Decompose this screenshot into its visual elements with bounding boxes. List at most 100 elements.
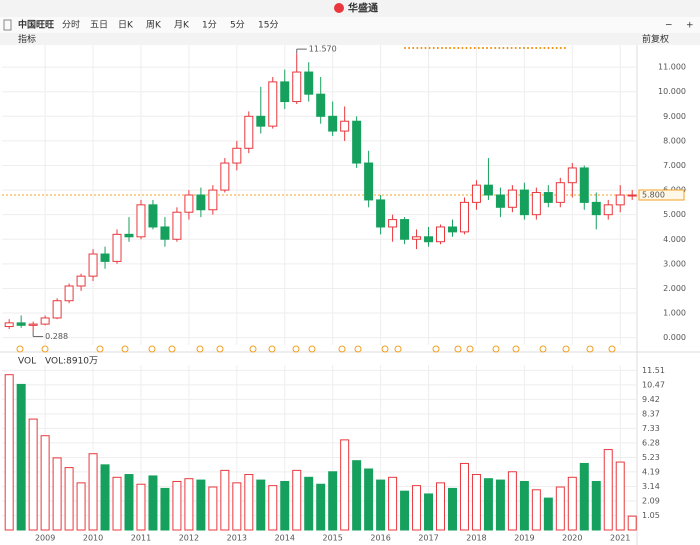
candle-body	[615, 194, 625, 206]
event-icon[interactable]	[96, 345, 104, 353]
volume-bar	[172, 480, 182, 531]
volume-bar	[495, 479, 505, 531]
volume-bar	[483, 478, 493, 531]
candle-body	[16, 322, 26, 326]
period-tab[interactable]: 周K	[146, 20, 162, 31]
event-icon[interactable]	[292, 345, 300, 353]
y-tick-label: 3.000	[663, 259, 686, 268]
candle-body	[567, 167, 577, 184]
candle-body	[471, 184, 481, 203]
event-icon[interactable]	[41, 345, 49, 353]
candle-body	[172, 211, 182, 240]
event-icon[interactable]	[512, 345, 520, 353]
event-icon[interactable]	[562, 345, 570, 353]
event-icon[interactable]	[492, 345, 500, 353]
candle-body	[268, 81, 278, 127]
y-tick-label: 6.28	[642, 438, 660, 447]
x-tick-label: 2015	[322, 534, 342, 543]
volume-bar	[316, 483, 326, 531]
volume-bar	[268, 485, 278, 531]
volume-bar	[292, 469, 302, 531]
logo-icon	[334, 3, 344, 13]
event-dot	[490, 47, 493, 49]
event-icon[interactable]	[308, 345, 316, 353]
event-icon[interactable]	[196, 345, 204, 353]
event-icon[interactable]	[121, 345, 129, 353]
volume-bar	[52, 457, 62, 531]
event-icon[interactable]	[454, 345, 462, 353]
candle-body	[148, 204, 158, 228]
period-tab[interactable]: 五日	[90, 20, 108, 31]
last-price-box	[638, 189, 685, 201]
event-icon[interactable]	[338, 345, 346, 353]
event-icon[interactable]	[466, 345, 474, 353]
indicator[interactable]: 指标	[18, 33, 36, 45]
y-tick-label: 9.000	[663, 112, 686, 121]
adjust[interactable]: 前复权	[642, 33, 669, 45]
x-tick-label: 2021	[610, 534, 630, 543]
y-tick-label: 7.000	[663, 161, 686, 170]
volume-bar	[40, 435, 50, 531]
candle-body	[340, 120, 350, 132]
event-icon[interactable]	[608, 345, 616, 353]
event-icon[interactable]	[268, 345, 276, 353]
event-dot	[428, 47, 431, 49]
event-icon[interactable]	[586, 345, 594, 353]
event-dot	[543, 47, 546, 49]
candle-body	[591, 201, 601, 216]
volume-bar	[4, 374, 14, 531]
event-icon[interactable]	[16, 345, 24, 353]
collapse[interactable]: −	[665, 21, 673, 31]
candle-body	[208, 189, 218, 211]
volume-bar	[543, 497, 553, 531]
x-tick-label: 2011	[131, 534, 151, 543]
event-dot	[506, 47, 509, 49]
volume-bar	[328, 471, 338, 531]
volume-subtitle: VOL:8910万	[45, 357, 98, 367]
event-icon[interactable]	[354, 345, 362, 353]
period-tab[interactable]: 分时	[62, 19, 80, 31]
candle-body	[52, 300, 62, 319]
event-dot	[457, 47, 460, 49]
sidebar-toggle[interactable]	[3, 19, 12, 31]
event-dot	[527, 47, 529, 49]
event-icon[interactable]	[249, 345, 257, 353]
volume-bar	[459, 462, 469, 531]
volume-bar	[447, 487, 457, 531]
volume-bar	[124, 474, 134, 531]
y-tick-label: 8.000	[663, 136, 686, 145]
volume-bar	[220, 469, 230, 531]
volume-bar	[615, 461, 625, 531]
event-icon[interactable]	[394, 345, 402, 353]
event-icon[interactable]	[432, 345, 440, 353]
candle-body	[28, 323, 38, 326]
expand[interactable]: +	[686, 21, 694, 31]
volume-bar	[28, 418, 38, 531]
candle-body	[196, 194, 206, 211]
y-tick-label: 1.000	[663, 309, 686, 318]
y-tick-label: 7.33	[642, 424, 660, 433]
event-icon[interactable]	[148, 345, 156, 353]
period-tab[interactable]: 月K	[174, 20, 190, 31]
volume-bar	[208, 486, 218, 531]
candle-body	[483, 184, 493, 196]
event-icon[interactable]	[216, 345, 224, 353]
period-tab[interactable]: 15分	[258, 20, 278, 31]
event-icon[interactable]	[381, 345, 389, 353]
event-dot	[514, 47, 517, 49]
candle-body	[627, 194, 637, 197]
logo: 华盛通	[348, 2, 378, 15]
event-dot	[535, 47, 538, 49]
candle-body	[436, 226, 446, 243]
period-tab[interactable]: 1分	[202, 20, 217, 31]
event-dot	[498, 47, 501, 49]
event-icon[interactable]	[539, 345, 547, 353]
candle-body	[495, 194, 505, 208]
volume-bar	[519, 480, 529, 531]
tab-bar	[0, 17, 700, 33]
candle-body	[459, 201, 469, 233]
period-tab[interactable]: 日K	[118, 20, 134, 31]
period-tab[interactable]: 5分	[230, 20, 245, 31]
event-dot	[481, 47, 484, 49]
event-icon[interactable]	[168, 345, 176, 353]
